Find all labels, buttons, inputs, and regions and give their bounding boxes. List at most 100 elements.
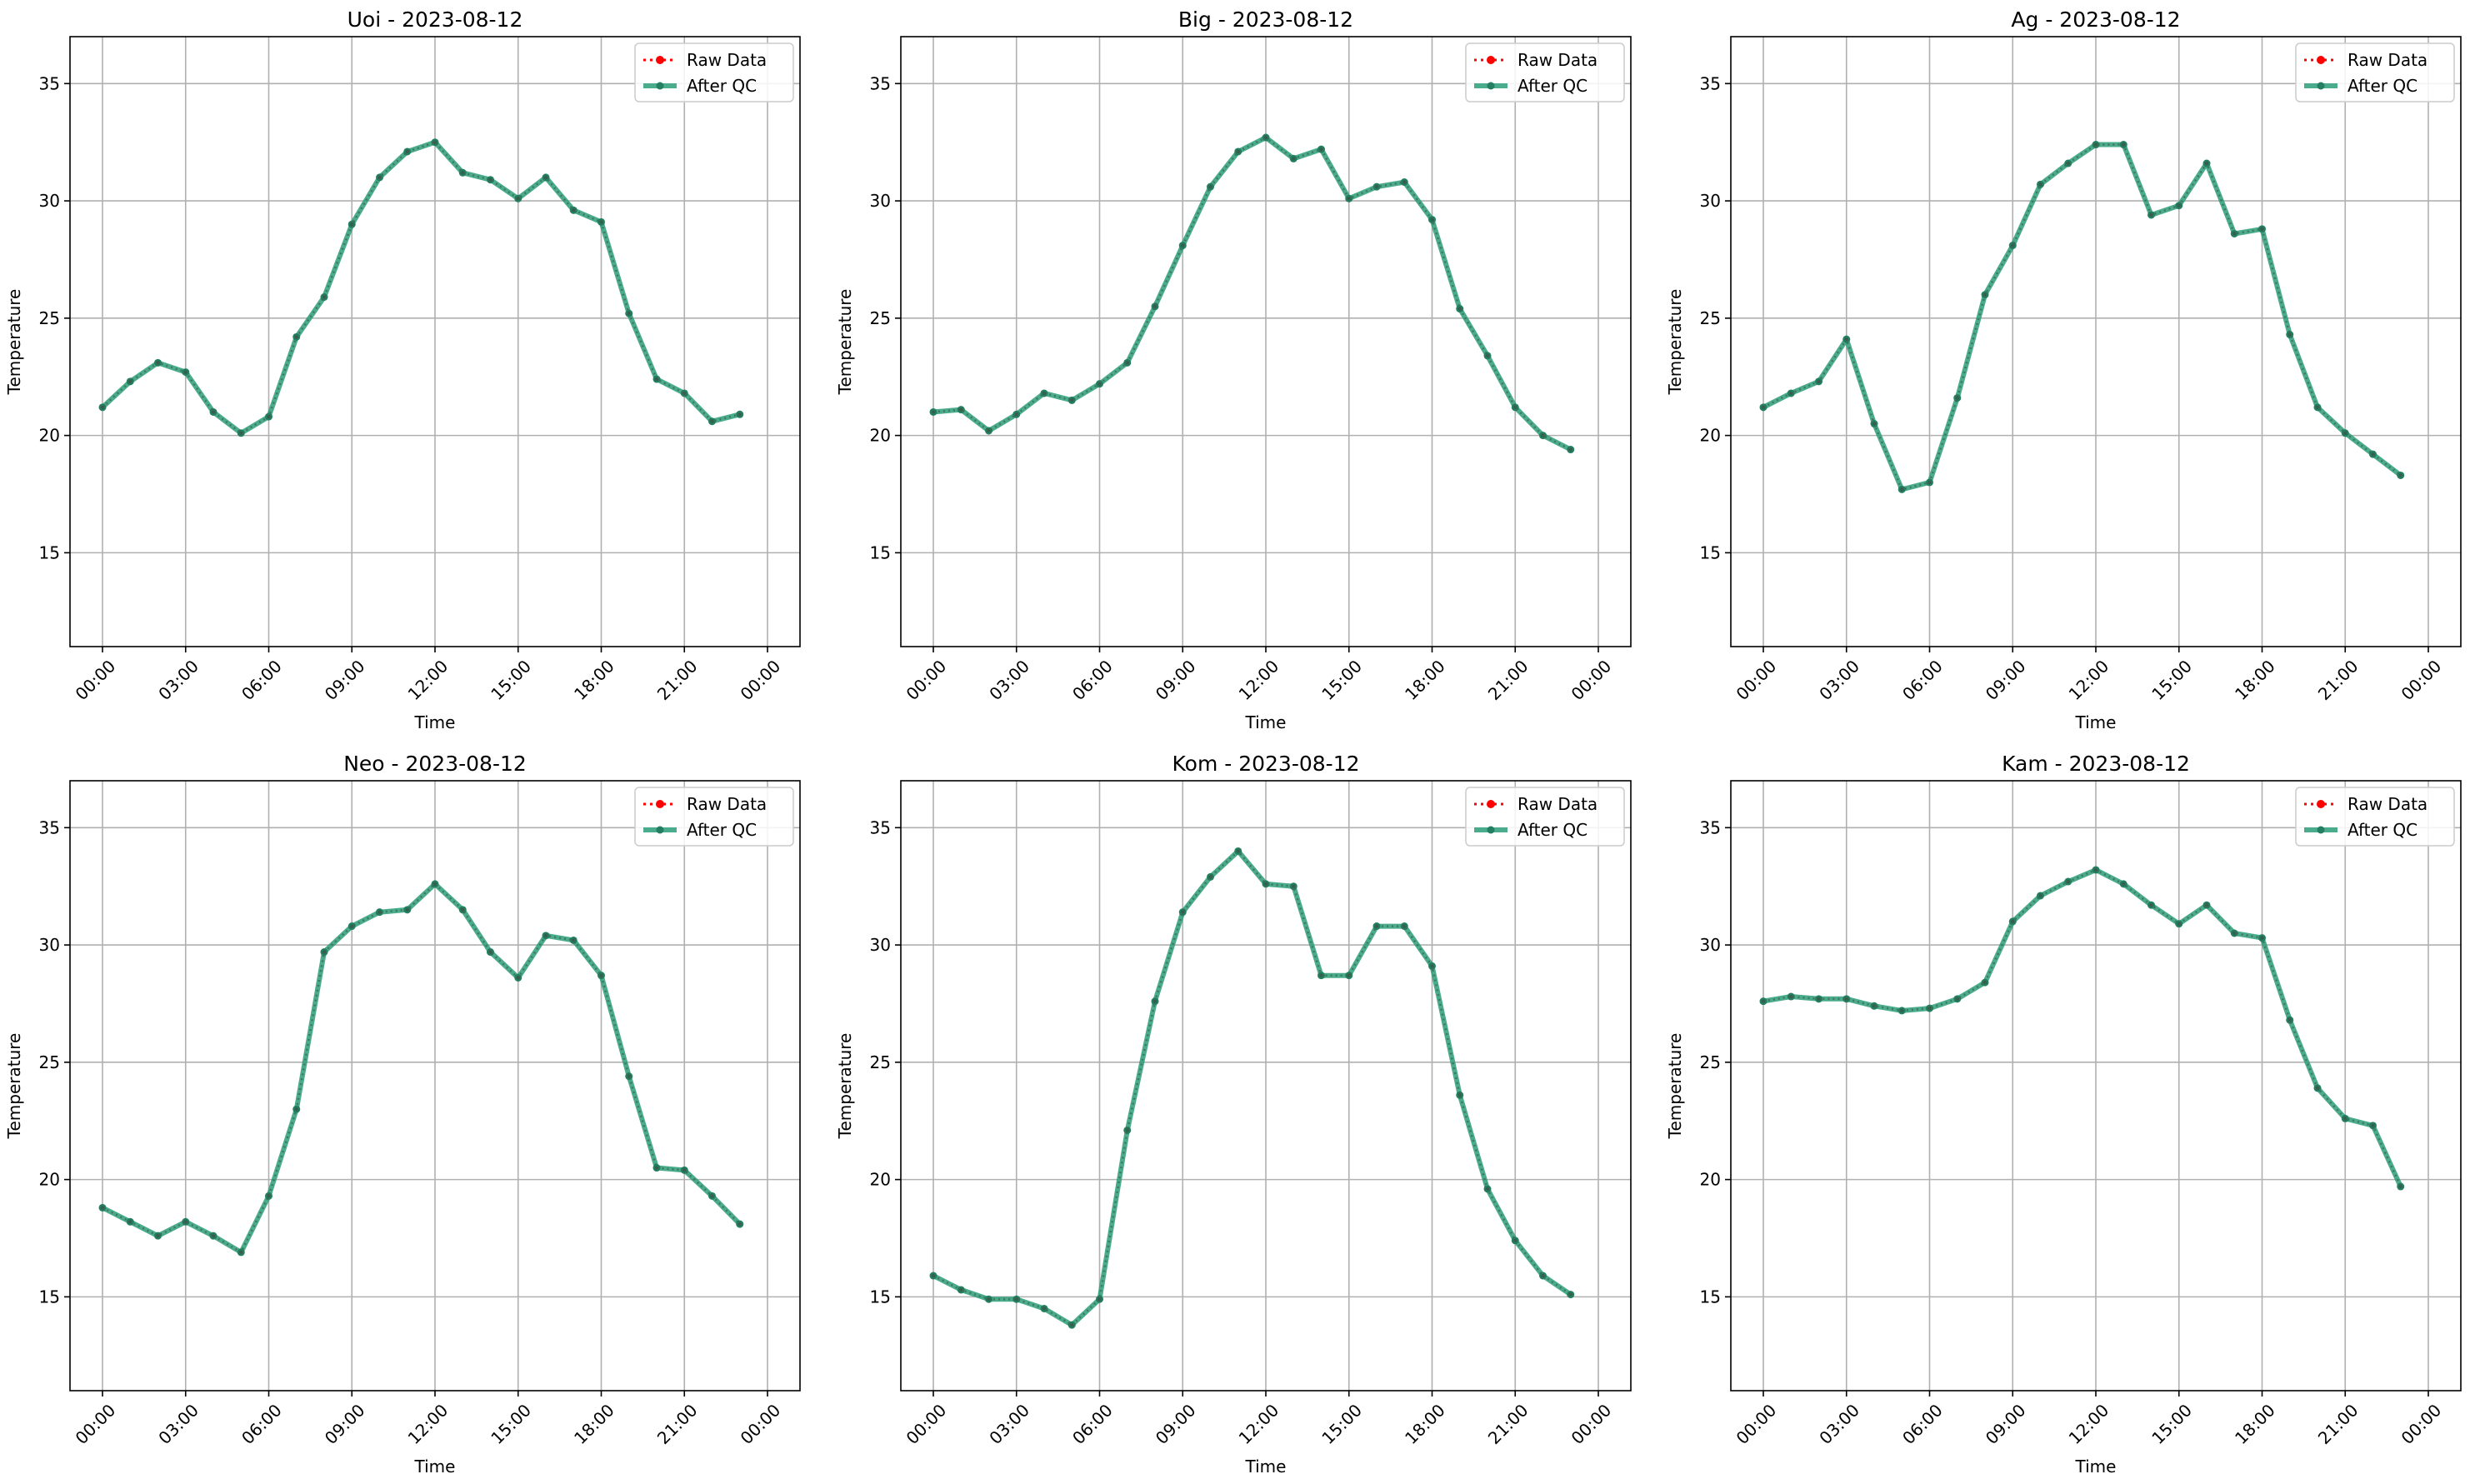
legend-label-raw-data: Raw Data [1518,50,1598,70]
x-tick-label: 00:00 [902,656,951,704]
data-point-raw-data [461,907,465,912]
x-tick-label: 00:00 [737,1400,785,1448]
series-line-raw-data [1762,143,2402,491]
x-axis-label: Time [2075,1457,2117,1477]
plot-frame [1730,780,2462,1392]
data-point-raw-data [1014,1297,1018,1302]
x-tick-label: 15:00 [487,1400,535,1448]
data-point-raw-data [1236,849,1240,853]
y-tick-label: 25 [870,1052,891,1072]
data-point-raw-data [2398,473,2402,477]
data-point-raw-data [1070,1322,1074,1327]
x-axis-label: Time [414,1457,456,1477]
data-point-raw-data [128,379,132,384]
data-point-raw-data [2398,1184,2402,1189]
data-point-raw-data [322,295,327,299]
legend-label-after-qc: After QC [687,76,757,96]
data-point-raw-data [1541,1273,1545,1278]
series-line-raw-data [102,882,741,1254]
data-point-raw-data [1513,405,1518,410]
data-point-raw-data [2177,203,2181,207]
data-point-raw-data [1872,422,1877,426]
chart-title: Ag - 2023-08-12 [2011,7,2180,32]
legend-marker-raw-data [2317,56,2325,64]
y-axis-label: Temperature [4,289,24,396]
data-point-raw-data [1458,1093,1462,1097]
data-point-raw-data [2343,1117,2348,1121]
x-tick-label: 03:00 [154,656,202,704]
data-point-raw-data [2315,1086,2320,1091]
data-point-raw-data [1900,1008,1904,1013]
data-point-raw-data [1982,292,1988,297]
data-point-raw-data [183,1220,188,1224]
x-tick-label: 12:00 [2065,1400,2113,1448]
x-tick-label: 12:00 [1235,1400,1283,1448]
data-point-raw-data [2371,1123,2375,1128]
data-point-raw-data [2122,142,2126,147]
data-point-raw-data [1928,480,1932,485]
data-point-raw-data [2122,882,2126,887]
data-point-raw-data [211,1233,216,1238]
data-point-raw-data [2232,931,2237,936]
data-point-raw-data [543,175,548,180]
legend-marker-after-qc [1487,82,1495,90]
x-tick-label: 09:00 [1982,656,2030,704]
legend: Raw Data After QC [1465,787,1625,847]
chart-title: Neo - 2023-08-12 [343,752,527,776]
x-tick-label: 00:00 [902,1400,951,1448]
data-point-raw-data [1374,184,1379,189]
x-tick-label: 21:00 [2314,656,2362,704]
y-tick-label: 20 [1700,426,1721,446]
data-point-raw-data [1208,875,1212,879]
y-axis-label: Temperature [1665,1033,1685,1140]
chart-panel-2: 00:00 03:00 06:00 09:00 12:00 15:00 18:00 21:00… [1665,7,2462,732]
data-point-raw-data [1070,398,1074,402]
x-tick-label: 21:00 [2314,1400,2362,1448]
chart-panel-4: 00:00 03:00 06:00 09:00 12:00 15:00 18:00 21:00… [835,752,1632,1477]
data-point-raw-data [1319,973,1323,977]
data-point-raw-data [1982,980,1988,985]
data-point-raw-data [1152,304,1158,308]
y-tick-label: 25 [39,308,60,328]
series-line-raw-data [932,136,1572,451]
x-tick-label: 21:00 [653,1400,702,1448]
data-point-raw-data [378,910,382,914]
x-tick-label: 18:00 [570,656,618,704]
y-tick-label: 20 [870,426,891,446]
data-point-raw-data [1872,1004,1877,1008]
data-point-raw-data [959,1287,963,1292]
data-point-raw-data [2093,142,2098,147]
x-tick-label: 15:00 [1318,1400,1366,1448]
y-tick-label: 15 [39,542,60,562]
legend-marker-raw-data [2317,800,2325,808]
data-point-raw-data [682,1168,687,1172]
x-tick-label: 00:00 [2398,1400,2446,1448]
x-tick-label: 12:00 [2065,656,2113,704]
y-axis-label: Temperature [1665,289,1685,396]
data-point-raw-data [2066,879,2070,884]
data-point-raw-data [1817,997,1821,1002]
data-point-raw-data [1430,964,1434,968]
legend: Raw Data After QC [2295,787,2455,847]
data-point-raw-data [1098,382,1102,386]
data-point-raw-data [987,1297,991,1302]
legend-marker-raw-data [656,56,664,64]
data-point-raw-data [682,391,687,396]
data-point-raw-data [1541,433,1545,437]
x-tick-label: 00:00 [1732,1400,1781,1448]
y-tick-label: 30 [870,935,891,955]
y-axis-label: Temperature [835,1033,855,1140]
y-tick-label: 30 [1700,935,1721,955]
x-tick-label: 15:00 [2148,1400,2196,1448]
plot-frame [1730,36,2462,647]
x-tick-label: 21:00 [1484,656,1532,704]
data-point-raw-data [959,407,963,412]
x-tick-label: 00:00 [72,1400,120,1448]
data-point-raw-data [100,1206,105,1210]
data-point-raw-data [2011,919,2015,924]
data-point-raw-data [1955,396,1959,400]
legend-label-after-qc: After QC [1518,76,1588,96]
data-point-raw-data [1181,910,1185,914]
x-tick-label: 03:00 [985,1400,1033,1448]
data-point-raw-data [516,197,520,201]
